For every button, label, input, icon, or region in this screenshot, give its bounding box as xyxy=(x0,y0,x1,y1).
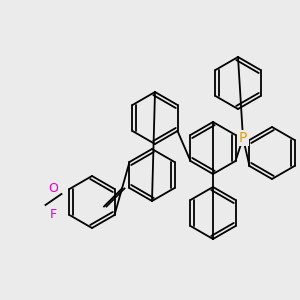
Text: O: O xyxy=(49,182,58,196)
Text: P: P xyxy=(239,131,247,145)
Text: F: F xyxy=(50,208,57,221)
